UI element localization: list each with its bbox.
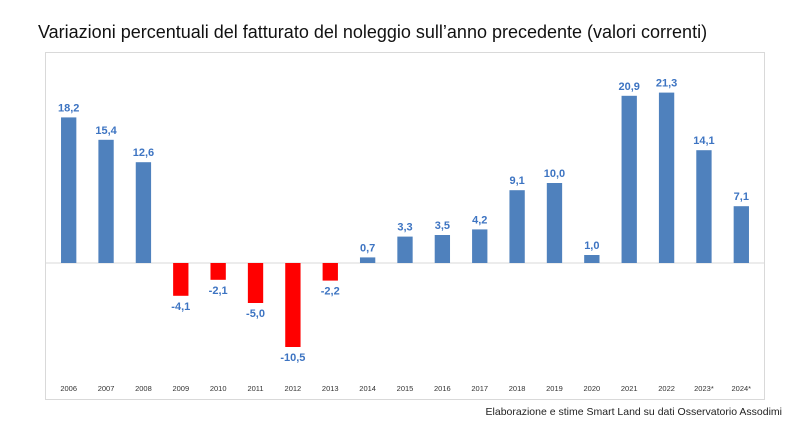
bar-2014 [359, 257, 376, 263]
x-tick-label-2006: 2006 [60, 384, 77, 393]
x-tick-label-2021: 2021 [621, 384, 638, 393]
bar-2018 [509, 190, 525, 263]
bar-2011 [247, 263, 264, 303]
data-label-2021: 20,9 [618, 81, 639, 93]
x-tick-label-2019: 2019 [546, 384, 563, 393]
x-tick-label-2007: 2007 [98, 384, 115, 393]
data-label-2020: 1,0 [584, 240, 599, 252]
bar-2007 [98, 139, 114, 263]
data-label-2024-est: 7,1 [734, 191, 749, 203]
data-label-2015: 3,3 [397, 222, 412, 234]
x-tick-label-2017: 2017 [471, 384, 488, 393]
data-label-2018: 9,1 [509, 175, 524, 187]
bar-2020 [584, 255, 600, 263]
x-tick-label-2009: 2009 [172, 384, 189, 393]
data-label-2009: -4,1 [171, 301, 190, 313]
data-label-2022: 21,3 [656, 78, 677, 90]
bar-chart: 18,2 2006 15,4 2007 12,6 2008 -4,1 2009 -2,1 2010… [46, 78, 764, 393]
bar-2019 [546, 183, 563, 263]
x-tick-label-2014: 2014 [359, 384, 376, 393]
x-tick-label-2018: 2018 [509, 384, 526, 393]
data-label-2023-est: 14,1 [693, 135, 714, 147]
bar-2015 [397, 236, 413, 263]
bar-2012 [285, 263, 301, 347]
x-tick-label-2024-est: 2024* [732, 384, 752, 393]
data-label-2013: -2,2 [321, 286, 340, 298]
bar-2006 [61, 117, 77, 264]
bar-2021 [621, 95, 637, 263]
bar-2022 [658, 92, 675, 263]
data-label-2017: 4,2 [472, 214, 487, 226]
bar-2010 [210, 263, 226, 280]
x-tick-label-2012: 2012 [285, 384, 302, 393]
source-note: Elaborazione e stime Smart Land su dati … [485, 406, 782, 418]
bar-2008 [135, 162, 152, 263]
data-label-2016: 3,5 [435, 220, 450, 232]
data-label-2014: 0,7 [360, 242, 375, 254]
x-tick-label-2022: 2022 [658, 384, 675, 393]
data-label-2019: 10,0 [544, 168, 565, 180]
data-label-2008: 12,6 [133, 147, 154, 159]
x-tick-label-2013: 2013 [322, 384, 339, 393]
x-tick-label-2016: 2016 [434, 384, 451, 393]
data-label-2006: 18,2 [58, 102, 79, 114]
x-tick-label-2010: 2010 [210, 384, 227, 393]
plot-area: 18,2 2006 15,4 2007 12,6 2008 -4,1 2009 -2,1 2010… [45, 52, 765, 400]
bar-2024-est [733, 206, 749, 263]
bar-2017 [472, 229, 488, 263]
data-label-2007: 15,4 [95, 125, 117, 137]
data-label-2010: -2,1 [209, 285, 228, 297]
bar-2013 [322, 263, 338, 281]
data-label-2011: -5,0 [246, 308, 265, 320]
chart-title: Variazioni percentuali del fatturato del… [38, 22, 708, 42]
x-tick-label-2008: 2008 [135, 384, 152, 393]
x-tick-label-2023-est: 2023* [694, 384, 714, 393]
x-tick-label-2011: 2011 [247, 384, 263, 393]
bar-2009 [173, 263, 189, 296]
bar-2016 [434, 235, 451, 263]
x-tick-label-2015: 2015 [397, 384, 414, 393]
data-label-2012: -10,5 [280, 352, 305, 364]
bar-2023-est [696, 150, 712, 263]
x-tick-label-2020: 2020 [583, 384, 600, 393]
